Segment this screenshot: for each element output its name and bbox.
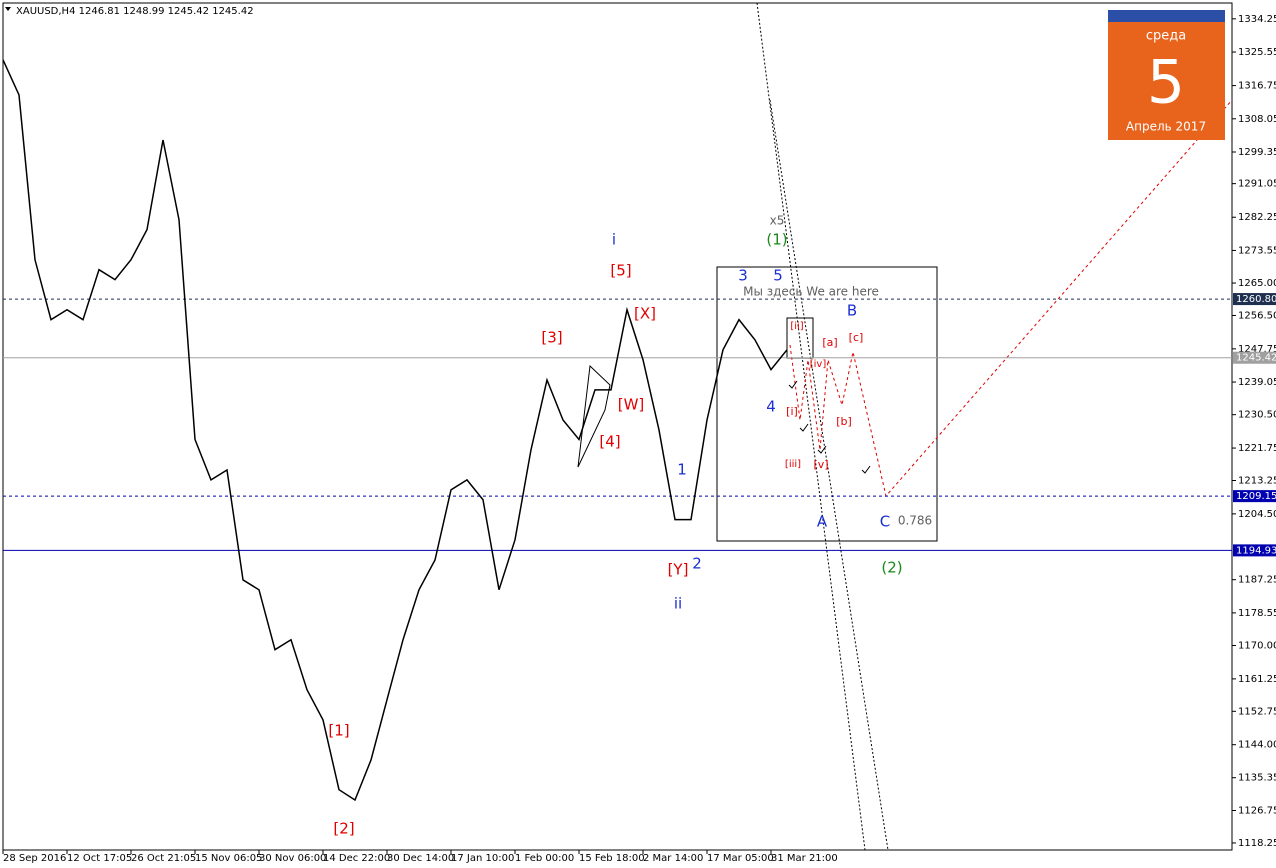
calendar-rings [1108, 10, 1225, 22]
level-label-bg [1233, 293, 1276, 306]
level-label-bg [1233, 351, 1276, 364]
triangle [577, 364, 611, 468]
plot-frame [2, 2, 1233, 851]
wave-label: A [817, 513, 828, 531]
dotted-line [769, 99, 889, 851]
wave-label: [2] [333, 820, 354, 838]
x-tick-label: 12 Oct 17:05 [67, 853, 132, 864]
y-tick-label: 1118.25 [1238, 838, 1276, 849]
wave-label: [Y] [668, 561, 689, 579]
wave-label: i [612, 231, 616, 249]
y-tick-label: 1161.25 [1238, 674, 1276, 685]
wave-label: [iii] [785, 459, 801, 470]
x-tick-label: 28 Sep 2016 [3, 853, 66, 864]
level-label-bg [1233, 490, 1276, 503]
x-tick-label: 14 Dec 22:00 [323, 853, 390, 864]
level-label: 1209.15 [1236, 491, 1276, 502]
x-tick-label: 30 Dec 14:00 [387, 853, 454, 864]
header-arrow [5, 7, 11, 11]
level-label-bg [1233, 544, 1276, 557]
wave-label: [iv] [810, 359, 827, 370]
calendar-weekday: среда [1146, 29, 1186, 44]
wave-label: 1 [677, 461, 687, 479]
box [716, 266, 938, 542]
calendar-month: Апрель 2017 [1126, 120, 1206, 134]
wave-label: C [880, 513, 890, 531]
level-label: 1260.80 [1236, 294, 1276, 305]
wave-label: [a] [822, 336, 837, 349]
y-tick-label: 1239.05 [1238, 377, 1276, 388]
wave-label: 5 [773, 267, 783, 285]
y-tick-label: 1265.00 [1238, 278, 1276, 289]
wave-label: [c] [849, 331, 864, 344]
y-tick-label: 1135.35 [1238, 773, 1276, 784]
y-tick-label: 1144.00 [1238, 740, 1276, 751]
wave-label: [1] [328, 722, 349, 740]
calendar: среда 5 Апрель 2017 [1108, 10, 1225, 140]
wave-label: 0.786 [898, 514, 932, 528]
y-tick-label: 1334.25 [1238, 14, 1276, 25]
wave-label: [4] [599, 433, 620, 451]
y-tick-label: 1126.75 [1238, 806, 1276, 817]
y-tick-label: 1325.55 [1238, 47, 1276, 58]
wave-label: [X] [634, 305, 656, 323]
projection [789, 99, 1233, 498]
x-tick-label: 15 Nov 06:05 [195, 853, 262, 864]
y-tick-label: 1282.25 [1238, 212, 1276, 223]
wave-label: Мы здесь We are here [743, 285, 879, 299]
wave-label: [5] [610, 262, 631, 280]
y-tick-label: 1299.35 [1238, 147, 1276, 158]
level-label: 1245.42 [1236, 353, 1276, 364]
wave-label: x5 [770, 214, 785, 228]
calendar-bg [1108, 10, 1225, 140]
wave-label: 4 [766, 398, 776, 416]
calendar-day: 5 [1147, 48, 1185, 118]
wave-label: [b] [836, 415, 852, 428]
level-label: 1194.93 [1236, 545, 1276, 556]
y-tick-label: 1213.25 [1238, 475, 1276, 486]
wave-label: (2) [881, 559, 902, 577]
x-tick-label: 17 Jan 10:00 [451, 853, 514, 864]
wave-label: [ii] [790, 321, 803, 332]
y-tick-label: 1308.05 [1238, 114, 1276, 125]
x-tick-label: 15 Feb 18:00 [579, 853, 645, 864]
y-tick-label: 1291.05 [1238, 179, 1276, 190]
y-tick-label: 1221.75 [1238, 443, 1276, 454]
check-marks [788, 380, 871, 474]
wave-label: [i] [786, 405, 798, 418]
wave-label: ii [674, 595, 682, 613]
y-tick-label: 1170.00 [1238, 640, 1276, 651]
y-tick-label: 1204.50 [1238, 509, 1276, 520]
x-tick-label: 2 Mar 14:00 [643, 853, 703, 864]
x-tick-label: 30 Nov 06:00 [259, 853, 326, 864]
wave-label: (1) [766, 231, 787, 249]
y-tick-label: 1247.75 [1238, 344, 1276, 355]
y-tick-label: 1273.55 [1238, 245, 1276, 256]
wave-label: B [847, 302, 857, 320]
wave-label: [3] [541, 329, 562, 347]
wave-label: 3 [738, 267, 748, 285]
y-tick-label: 1178.55 [1238, 608, 1276, 619]
y-tick-label: 1230.50 [1238, 410, 1276, 421]
price-line [2, 59, 788, 802]
y-tick-label: 1152.75 [1238, 706, 1276, 717]
wave-label: [W] [618, 396, 645, 414]
wave-label: 2 [692, 555, 702, 573]
x-tick-label: 31 Mar 21:00 [771, 853, 838, 864]
x-tick-label: 1 Feb 00:00 [515, 853, 574, 864]
x-tick-label: 26 Oct 21:05 [131, 853, 196, 864]
wave-label: [v] [813, 458, 828, 471]
y-tick-label: 1316.75 [1238, 81, 1276, 92]
x-tick-label: 17 Mar 05:00 [707, 853, 774, 864]
y-tick-label: 1256.50 [1238, 310, 1276, 321]
y-tick-label: 1187.25 [1238, 575, 1276, 586]
header: XAUUSD,H4 1246.81 1248.99 1245.42 1245.4… [16, 6, 254, 17]
